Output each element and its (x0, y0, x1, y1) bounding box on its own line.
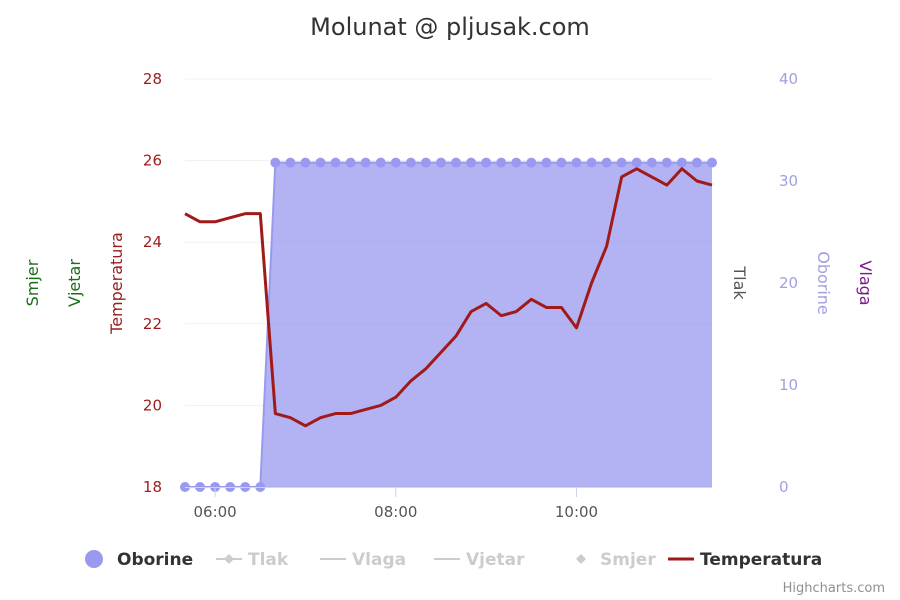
temp-tick-label: 22 (143, 315, 162, 333)
x-tick-label: 08:00 (374, 503, 417, 521)
oborine-area-fill (185, 162, 712, 487)
oborine-point[interactable] (481, 157, 492, 168)
oborine-point[interactable] (526, 157, 537, 168)
oborine-point[interactable] (300, 157, 311, 168)
axis-title-vjetar: Vjetar (65, 259, 84, 307)
oborine-point[interactable] (646, 157, 657, 168)
oborine-tick-label: 0 (779, 478, 789, 496)
oborine-point[interactable] (330, 157, 341, 168)
oborine-point[interactable] (676, 157, 687, 168)
temp-tick-label: 18 (143, 478, 162, 496)
legend-item-temperatura[interactable]: Temperatura (668, 550, 822, 570)
oborine-point[interactable] (390, 157, 401, 168)
oborine-point[interactable] (661, 157, 672, 168)
temp-tick-label: 26 (143, 152, 162, 170)
axis-title-tlak: Tlak (730, 265, 749, 300)
oborine-point[interactable] (571, 157, 582, 168)
axis-titles: Temperatura Vjetar Smjer Oborine Tlak Vlaga (23, 232, 875, 335)
oborine-tick-label: 30 (779, 172, 798, 190)
temp-tick-label: 28 (143, 70, 162, 88)
oborine-point[interactable] (375, 157, 386, 168)
temp-tick-label: 24 (143, 233, 162, 251)
temperatura-line[interactable] (184, 167, 713, 428)
legend-label-smjer: Smjer (600, 550, 656, 570)
axes: 18 20 22 24 26 28 0 10 20 30 40 06:00 08:00 10:00 (143, 70, 798, 521)
legend-item-smjer[interactable]: Smjer (576, 550, 656, 570)
legend-symbol-oborine (85, 550, 103, 568)
oborine-area (180, 157, 717, 492)
oborine-point[interactable] (541, 157, 552, 168)
legend-item-oborine[interactable]: Oborine (85, 550, 193, 570)
axis-title-vlaga: Vlaga (856, 260, 875, 305)
oborine-point[interactable] (616, 157, 627, 168)
legend-item-vjetar[interactable]: Vjetar (434, 550, 525, 570)
oborine-point[interactable] (631, 157, 642, 168)
axis-title-rain: Oborine (814, 251, 833, 315)
oborine-point[interactable] (435, 157, 446, 168)
oborine-point[interactable] (285, 157, 296, 168)
oborine-point[interactable] (405, 157, 416, 168)
oborine-point[interactable] (345, 157, 356, 168)
oborine-point[interactable] (496, 157, 507, 168)
oborine-point[interactable] (691, 157, 702, 168)
legend-label-vlaga: Vlaga (352, 550, 406, 570)
oborine-point[interactable] (511, 157, 522, 168)
chart-title: Molunat @ pljusak.com (310, 13, 590, 41)
oborine-point[interactable] (601, 157, 612, 168)
oborine-point[interactable] (451, 157, 462, 168)
legend-symbol-smjer (576, 554, 586, 564)
axis-title-temp: Temperatura (107, 232, 126, 335)
oborine-tick-label: 20 (779, 274, 798, 292)
oborine-point[interactable] (360, 157, 371, 168)
oborine-tick-label: 10 (779, 376, 798, 394)
oborine-point[interactable] (556, 157, 567, 168)
legend-label-oborine: Oborine (117, 550, 193, 570)
temp-tick-label: 20 (143, 396, 162, 414)
oborine-point[interactable] (466, 157, 477, 168)
temperatura-line-layer (184, 167, 713, 428)
oborine-point[interactable] (586, 157, 597, 168)
legend-marker-tlak (224, 554, 234, 564)
oborine-point[interactable] (315, 157, 326, 168)
axis-title-smjer: Smjer (23, 259, 42, 306)
legend: Oborine Tlak Vlaga Vjetar Smjer Temperatura (85, 550, 822, 570)
legend-label-vjetar: Vjetar (466, 550, 525, 570)
credits-link[interactable]: Highcharts.com (783, 581, 885, 596)
legend-label-tlak: Tlak (248, 550, 289, 570)
x-tick-label: 10:00 (555, 503, 598, 521)
legend-item-vlaga[interactable]: Vlaga (320, 550, 406, 570)
x-tick-label: 06:00 (193, 503, 236, 521)
oborine-tick-label: 40 (779, 70, 798, 88)
legend-label-temperatura: Temperatura (700, 550, 822, 570)
oborine-point[interactable] (420, 157, 431, 168)
oborine-point[interactable] (270, 157, 281, 168)
legend-item-tlak[interactable]: Tlak (216, 550, 289, 570)
oborine-point[interactable] (707, 157, 717, 168)
